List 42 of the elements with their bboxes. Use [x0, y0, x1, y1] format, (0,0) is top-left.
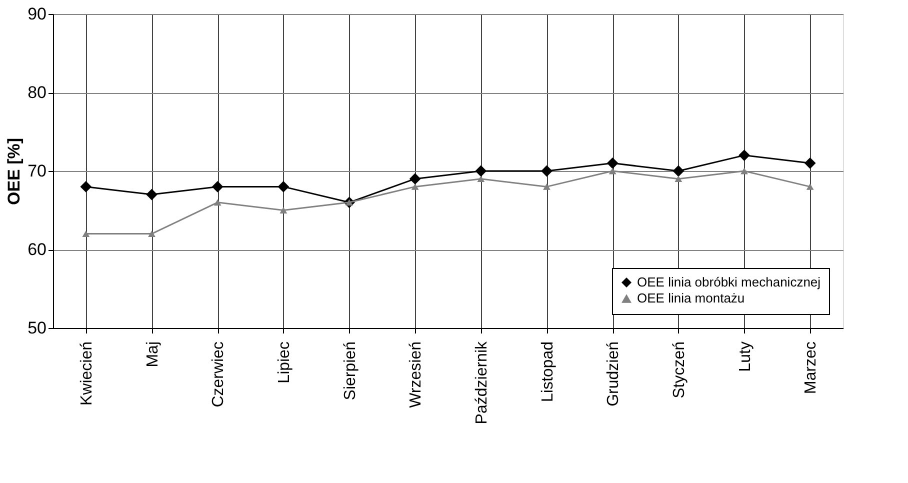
point: [541, 165, 552, 177]
x-tick-label: Listopad: [539, 342, 556, 402]
point: [146, 188, 158, 200]
x-tick-label: Czerwiec: [210, 342, 228, 408]
point: [606, 157, 618, 169]
point: [80, 181, 92, 192]
point: [280, 207, 288, 214]
x-tick-label: Maj: [144, 342, 162, 368]
point: [804, 157, 816, 169]
x-tick-label: Grudzień: [605, 342, 622, 406]
point: [148, 230, 156, 238]
point: [738, 150, 750, 161]
y-tick-label: 80: [28, 83, 46, 102]
x-tick-label: Październik: [473, 340, 490, 424]
point: [411, 183, 419, 190]
point: [806, 183, 814, 190]
legend-label: OEE linia montażu: [637, 290, 745, 306]
point: [214, 199, 222, 206]
point: [674, 176, 682, 182]
x-tick-label: Wrzesień: [408, 342, 425, 408]
x-tick-label: Styczeń: [670, 342, 688, 398]
y-tick-label: 90: [28, 4, 46, 24]
point: [740, 168, 748, 174]
point: [475, 165, 487, 177]
point: [543, 183, 550, 190]
x-tick-label: Lipiec: [276, 342, 293, 384]
point: [82, 230, 90, 238]
x-tick-label: Luty: [736, 342, 754, 372]
point: [212, 181, 224, 192]
y-tick-label: 50: [28, 318, 46, 338]
y-axis-title: OEE [%]: [4, 138, 24, 206]
legend-label: OEE linia obróbki mechanicznej: [637, 274, 821, 290]
x-tick-label: Marzec: [802, 342, 820, 394]
point: [409, 173, 421, 185]
x-tick-label: Kwiecień: [78, 342, 96, 406]
point: [278, 181, 290, 192]
point: [608, 168, 616, 174]
x-tick-label: Sierpień: [342, 342, 359, 400]
y-tick-label: 70: [28, 162, 46, 180]
y-tick-label: 60: [28, 240, 46, 259]
point: [672, 165, 684, 177]
point: [477, 176, 485, 182]
